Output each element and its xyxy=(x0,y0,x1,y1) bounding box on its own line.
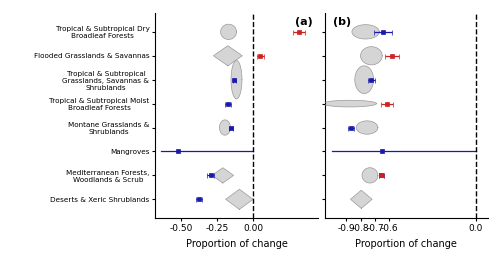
Polygon shape xyxy=(226,189,253,209)
X-axis label: Proportion of change: Proportion of change xyxy=(186,239,288,249)
Polygon shape xyxy=(220,24,236,39)
Polygon shape xyxy=(214,46,242,66)
Polygon shape xyxy=(360,47,382,65)
Polygon shape xyxy=(355,66,374,93)
Polygon shape xyxy=(323,100,376,107)
Polygon shape xyxy=(356,121,378,134)
X-axis label: Proportion of change: Proportion of change xyxy=(355,239,457,249)
Text: (b): (b) xyxy=(332,17,351,27)
Polygon shape xyxy=(362,168,378,183)
Text: (a): (a) xyxy=(296,17,313,27)
Polygon shape xyxy=(220,120,230,135)
Polygon shape xyxy=(231,60,242,99)
Polygon shape xyxy=(352,25,380,39)
Polygon shape xyxy=(212,168,234,183)
Polygon shape xyxy=(350,190,372,208)
